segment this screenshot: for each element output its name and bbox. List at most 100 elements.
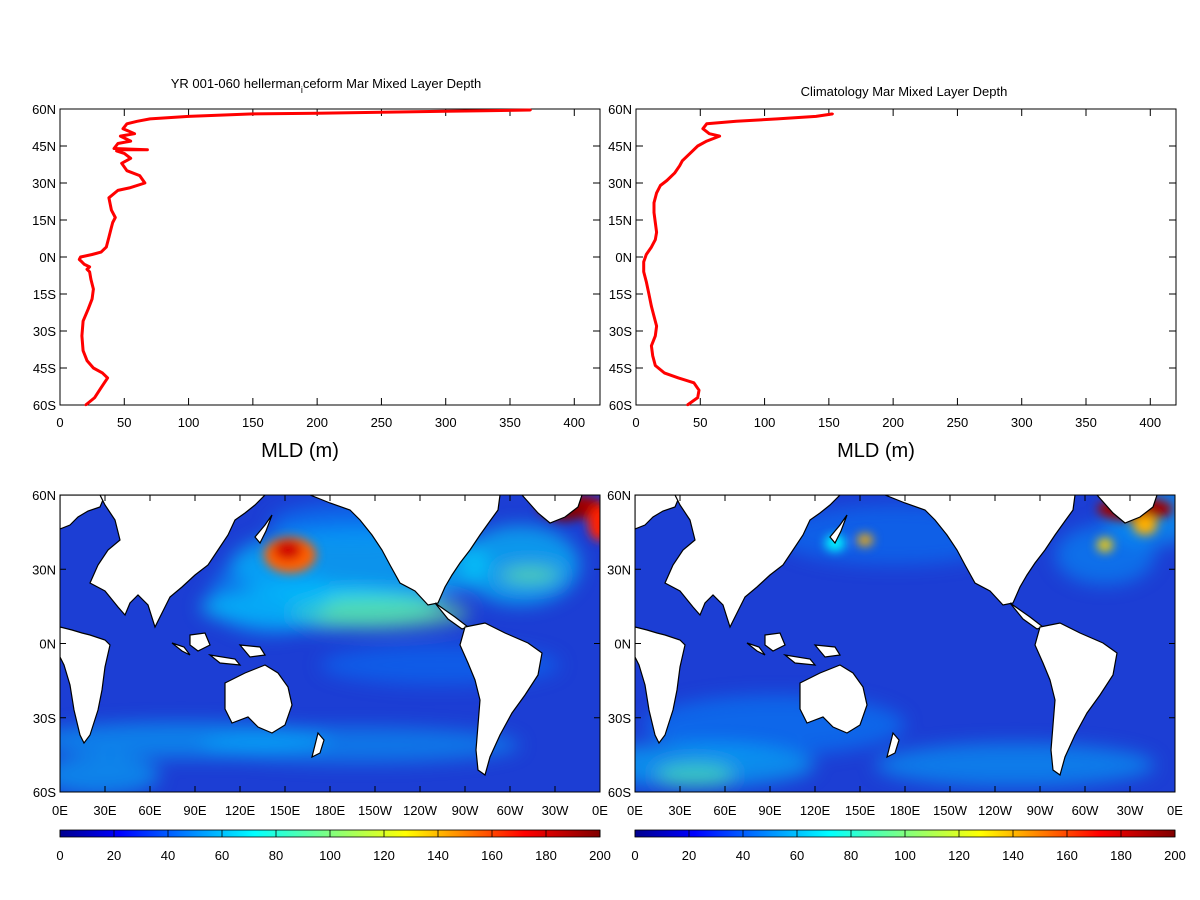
x-tick-label: 60W — [1072, 803, 1099, 818]
data-point — [110, 208, 113, 212]
data-point — [681, 159, 684, 162]
data-point — [85, 268, 89, 271]
x-tick-label: 30W — [1117, 803, 1144, 818]
data-point — [135, 120, 139, 123]
data-point — [107, 196, 111, 199]
data-point — [111, 221, 114, 224]
data-point — [642, 260, 645, 264]
y-tick-label: 30S — [609, 324, 632, 339]
colorbar-tick-label: 20 — [107, 848, 121, 863]
x-tick-label: 180E — [890, 803, 921, 818]
series-line — [77, 108, 531, 407]
title-part: ceform Mar Mixed Layer Depth — [303, 76, 481, 91]
data-point — [380, 111, 383, 114]
series-points — [642, 112, 834, 407]
x-tick-label: 0E — [627, 803, 643, 818]
x-tick-label: 120W — [403, 803, 438, 818]
data-point — [123, 152, 126, 155]
x-tick-label: 0E — [52, 803, 68, 818]
y-tick-label: 60N — [608, 102, 632, 117]
data-point — [78, 258, 81, 261]
x-tick-label: 150 — [818, 415, 840, 430]
x-tick-label: 60E — [138, 803, 161, 818]
colorbar-tick-label: 200 — [589, 848, 611, 863]
colorbar-tick-label: 80 — [844, 848, 858, 863]
mld-hotspot — [274, 540, 302, 560]
x-tick-label: 90E — [758, 803, 781, 818]
x-tick-label: 200 — [882, 415, 904, 430]
data-point — [701, 127, 705, 130]
panel-title: Climatology Mar Mixed Layer Depth — [801, 84, 1008, 99]
x-tick-label: 400 — [563, 415, 585, 430]
y-tick-label: 0N — [614, 637, 631, 652]
y-tick-label: 45S — [33, 361, 56, 376]
colorbar-tick-label: 160 — [481, 848, 503, 863]
map-panel-1: 60N 30N 0N 30S 60S 0E 30E 60E 90E 120E 150E 180E 150… — [32, 488, 611, 863]
data-point — [718, 134, 721, 138]
x-tick-label: 60E — [713, 803, 736, 818]
x-tick-label: 0E — [592, 803, 608, 818]
panel-title: YR 001-060 hellermaniceform Mar Mixed La… — [171, 76, 482, 95]
data-point — [831, 112, 834, 116]
data-point — [654, 364, 657, 367]
x-tick-label: 120E — [800, 803, 831, 818]
plot-frame — [59, 108, 601, 406]
data-point — [645, 280, 648, 283]
data-point — [115, 149, 118, 153]
y-tick-label: 30N — [32, 562, 56, 577]
data-point — [105, 245, 108, 249]
x-tick-label: 30W — [542, 803, 569, 818]
data-point — [529, 108, 532, 112]
data-point — [735, 120, 738, 123]
data-point — [650, 344, 653, 347]
mld-blob — [655, 763, 735, 787]
mld-blob — [875, 743, 1155, 787]
x-tick-label: 30E — [668, 803, 691, 818]
data-point — [654, 221, 657, 224]
x-tick-label: 50 — [117, 415, 131, 430]
data-point — [678, 164, 681, 167]
colorbar-tick-label: 140 — [427, 848, 449, 863]
data-point — [99, 386, 103, 389]
data-point — [708, 132, 711, 135]
data-point — [88, 265, 91, 269]
x-tick-label: 150E — [845, 803, 876, 818]
colorbar-tick-label: 40 — [736, 848, 750, 863]
data-point — [80, 334, 84, 338]
data-point — [107, 236, 111, 239]
data-point — [654, 238, 657, 241]
data-point — [129, 157, 132, 160]
data-point — [655, 231, 658, 234]
data-point — [114, 216, 117, 219]
data-point — [116, 142, 120, 145]
x-tick-label: 200 — [306, 415, 328, 430]
data-point — [128, 186, 131, 190]
colorbar-tick-label: 80 — [269, 848, 283, 863]
y-tick-label: 60S — [33, 398, 56, 413]
data-point — [673, 171, 676, 175]
colorbar: 0 20 40 60 80 100 120 140 160 180 200 — [56, 829, 611, 863]
data-point — [696, 396, 699, 399]
data-point — [655, 324, 658, 328]
y-tick-label: 60N — [32, 102, 56, 117]
y-tick-label: 60N — [32, 488, 56, 503]
mld-blob — [1055, 525, 1155, 585]
y-tick-label: 15N — [608, 213, 632, 228]
y-tick-label: 30N — [607, 562, 631, 577]
x-tick-label: 50 — [693, 415, 707, 430]
data-point — [89, 278, 93, 281]
data-point — [116, 189, 120, 192]
data-point — [647, 292, 651, 296]
title-part: YR 001-060 hellerman — [171, 76, 301, 91]
data-point — [645, 253, 648, 256]
x-tick-label: 60W — [497, 803, 524, 818]
data-point — [83, 263, 86, 266]
x-tick-label: 120W — [978, 803, 1013, 818]
x-tick-label: 250 — [947, 415, 969, 430]
y-tick-label: 60N — [607, 488, 631, 503]
x-tick-label: 0E — [1167, 803, 1183, 818]
y-tick-label: 0N — [615, 250, 632, 265]
y-tick-label: 15N — [32, 213, 56, 228]
data-point — [655, 191, 658, 195]
data-point — [677, 376, 680, 380]
